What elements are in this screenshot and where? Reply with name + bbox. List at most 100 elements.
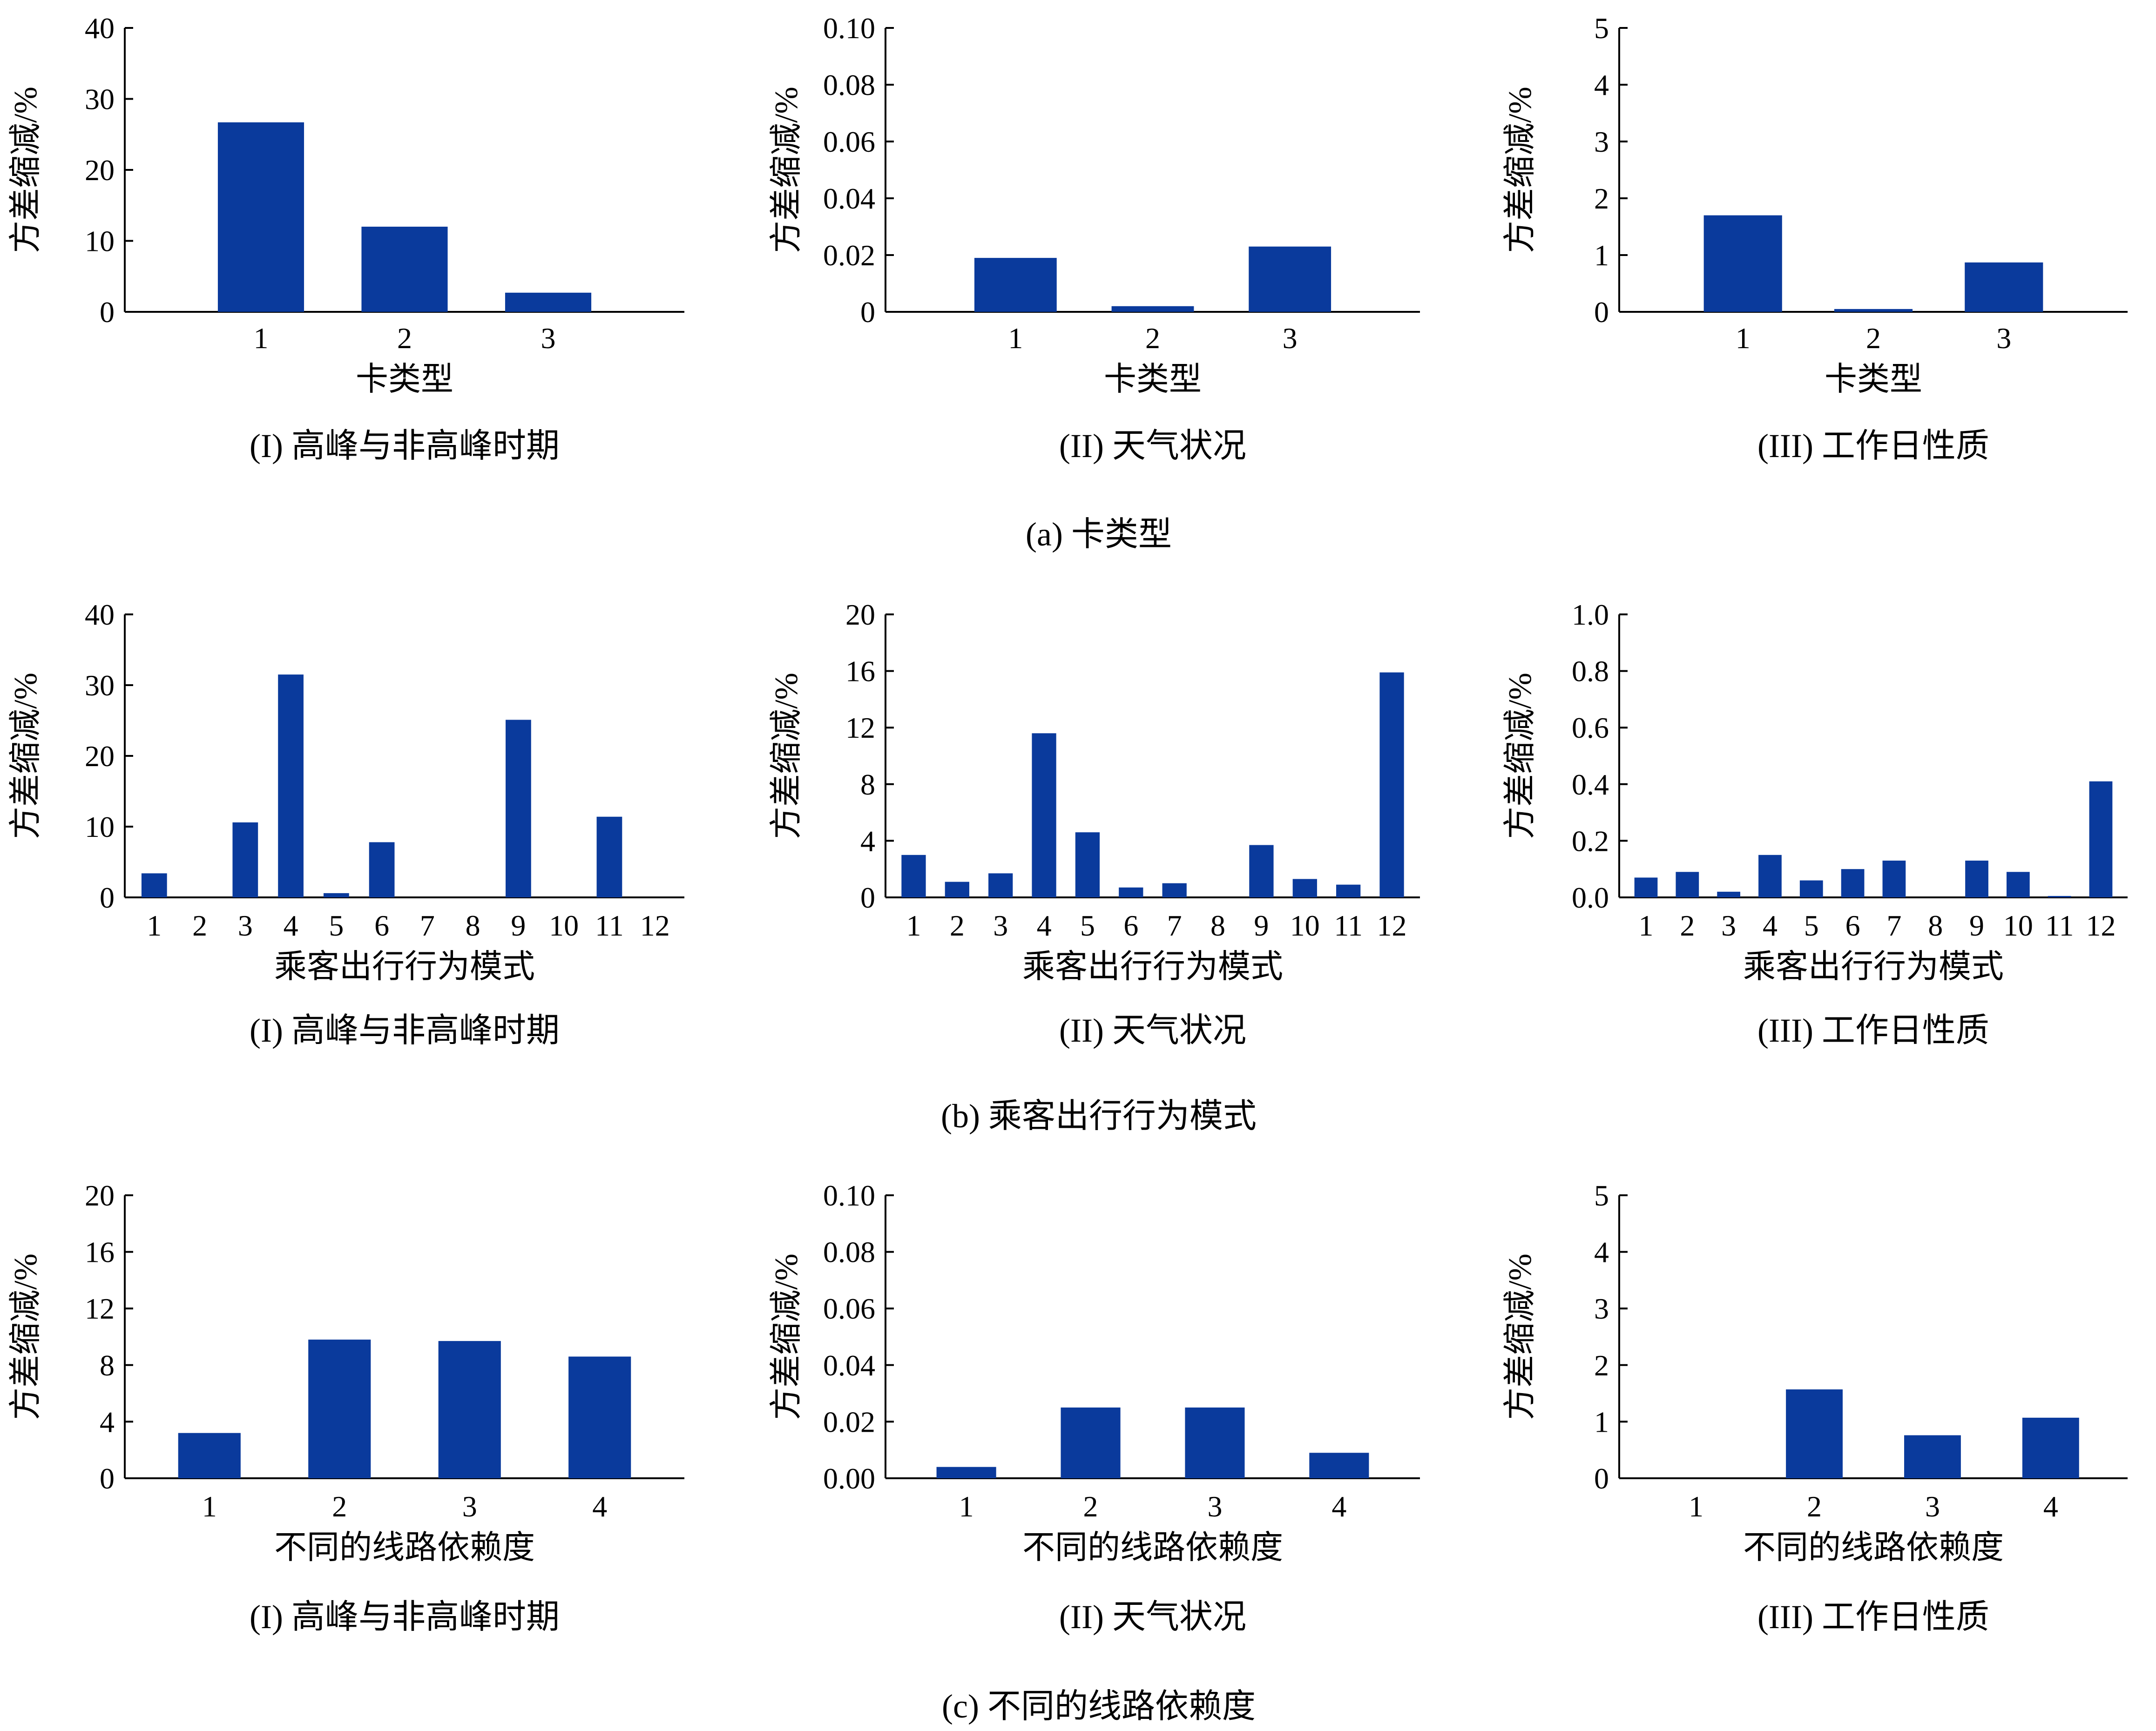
bar — [1309, 1453, 1369, 1478]
y-tick-label: 0.08 — [823, 68, 875, 101]
y-tick-label: 0.04 — [823, 1349, 875, 1382]
panel-caption: (I) 高峰与非高峰时期 — [250, 1012, 560, 1049]
bar — [945, 882, 969, 897]
bar — [278, 674, 304, 897]
x-tick-label: 2 — [1083, 1490, 1098, 1523]
y-tick-label: 3 — [1594, 125, 1609, 158]
y-tick-label: 0.08 — [823, 1236, 875, 1269]
y-tick-label: 20 — [85, 1179, 115, 1212]
x-tick-label: 2 — [397, 322, 412, 355]
y-tick-label: 30 — [85, 83, 115, 116]
y-tick-label: 0.02 — [823, 1405, 875, 1438]
y-tick-label: 0 — [100, 881, 115, 914]
chart-panel: 0 1 2 3 4 5 1 2 3 4 不同的线路依赖度 方差缩减/% (III) 工作日性质 — [1502, 1179, 2128, 1636]
x-tick-label: 1 — [202, 1490, 217, 1523]
x-tick-label: 3 — [993, 909, 1008, 942]
x-tick-label: 11 — [1334, 909, 1363, 942]
bar — [1717, 891, 1741, 897]
bar — [141, 873, 167, 897]
bar — [1185, 1408, 1245, 1478]
y-tick-label: 4 — [1594, 68, 1609, 101]
bar — [323, 893, 349, 897]
bar — [1703, 215, 1782, 312]
x-tick-label: 8 — [1928, 909, 1943, 942]
y-tick-label: 10 — [85, 225, 115, 258]
x-tick-label: 12 — [1377, 909, 1407, 942]
x-tick-label: 5 — [1080, 909, 1095, 942]
bar — [1061, 1408, 1121, 1478]
y-tick-label: 20 — [85, 154, 115, 187]
bar — [1676, 872, 1699, 897]
x-tick-label: 5 — [329, 909, 344, 942]
x-tick-label: 9 — [1254, 909, 1269, 942]
y-tick-label: 1 — [1594, 239, 1609, 272]
x-tick-label: 11 — [2045, 909, 2074, 942]
panel-caption: (II) 天气状况 — [1059, 1598, 1246, 1636]
x-tick-label: 3 — [1721, 909, 1736, 942]
bar — [217, 122, 304, 312]
bar — [974, 258, 1057, 312]
y-tick-label: 1 — [1594, 1405, 1609, 1438]
y-tick-label: 40 — [85, 598, 115, 631]
x-tick-label: 4 — [1037, 909, 1052, 942]
panel-caption: (II) 天气状况 — [1059, 1012, 1246, 1049]
group-caption: (b) 乘客出行行为模式 — [941, 1098, 1257, 1135]
panel-caption: (III) 工作日性质 — [1757, 1598, 1989, 1636]
x-tick-label: 2 — [950, 909, 965, 942]
bar — [178, 1433, 241, 1478]
x-tick-label: 2 — [192, 909, 207, 942]
y-tick-label: 16 — [845, 655, 875, 688]
x-tick-label: 1 — [1689, 1490, 1703, 1523]
x-tick-label: 12 — [2086, 909, 2115, 942]
x-tick-label: 5 — [1804, 909, 1819, 942]
chart-panel: 0 10 20 30 40 1 2 3 卡类型 方差缩减/% (I) 高峰与非高峰时期 — [8, 12, 684, 465]
bar — [1119, 887, 1143, 897]
x-axis-label: 卡类型 — [1104, 362, 1202, 397]
x-tick-label: 9 — [1969, 909, 1984, 942]
panel-caption: (I) 高峰与非高峰时期 — [250, 427, 560, 465]
x-tick-label: 10 — [549, 909, 579, 942]
y-tick-label: 1.0 — [1572, 598, 1609, 631]
y-tick-label: 8 — [860, 768, 875, 801]
chart-panel: 0.00 0.02 0.04 0.06 0.08 0.10 1 2 3 4 不同的线路依赖度 方差缩减… — [769, 1179, 1420, 1636]
bar — [1336, 884, 1361, 897]
x-axis-label: 不同的线路依赖度 — [1022, 1530, 1283, 1566]
x-tick-label: 3 — [541, 322, 556, 355]
y-tick-label: 0.00 — [823, 1462, 875, 1495]
bar — [1292, 879, 1317, 897]
y-tick-label: 12 — [845, 711, 875, 744]
bar — [505, 292, 592, 312]
x-axis-label: 不同的线路依赖度 — [274, 1530, 535, 1566]
x-tick-label: 6 — [1123, 909, 1138, 942]
x-tick-label: 7 — [1886, 909, 1901, 942]
x-tick-label: 4 — [1331, 1490, 1346, 1523]
y-tick-label: 0.4 — [1572, 768, 1609, 801]
x-axis-label: 乘客出行行为模式 — [274, 949, 535, 985]
bar — [361, 227, 448, 312]
y-tick-label: 12 — [85, 1292, 115, 1325]
bar — [1758, 855, 1782, 897]
bar — [1834, 309, 1913, 312]
x-tick-label: 1 — [1736, 322, 1750, 355]
y-tick-label: 0.0 — [1572, 881, 1609, 914]
y-tick-label: 4 — [860, 824, 875, 857]
x-tick-label: 1 — [1639, 909, 1654, 942]
y-tick-label: 2 — [1594, 182, 1609, 215]
y-tick-label: 0.02 — [823, 239, 875, 272]
x-axis-label: 不同的线路依赖度 — [1743, 1530, 2004, 1566]
x-tick-label: 2 — [1680, 909, 1695, 942]
bar — [1904, 1435, 1961, 1478]
y-tick-label: 0.06 — [823, 125, 875, 158]
x-tick-label: 12 — [640, 909, 670, 942]
y-axis-label: 方差缩减/% — [1502, 1253, 1538, 1420]
bar — [1162, 883, 1187, 897]
bar — [438, 1341, 501, 1478]
y-tick-label: 0 — [1594, 296, 1609, 329]
x-tick-label: 2 — [1145, 322, 1160, 355]
chart-panel: 0 0.02 0.04 0.06 0.08 0.10 1 2 3 卡类型 方差缩减/% (II) 天气… — [769, 12, 1420, 465]
y-axis-label: 方差缩减/% — [1502, 87, 1538, 253]
panel-caption: (III) 工作日性质 — [1757, 427, 1989, 465]
y-tick-label: 3 — [1594, 1292, 1609, 1325]
bar — [2089, 781, 2113, 897]
